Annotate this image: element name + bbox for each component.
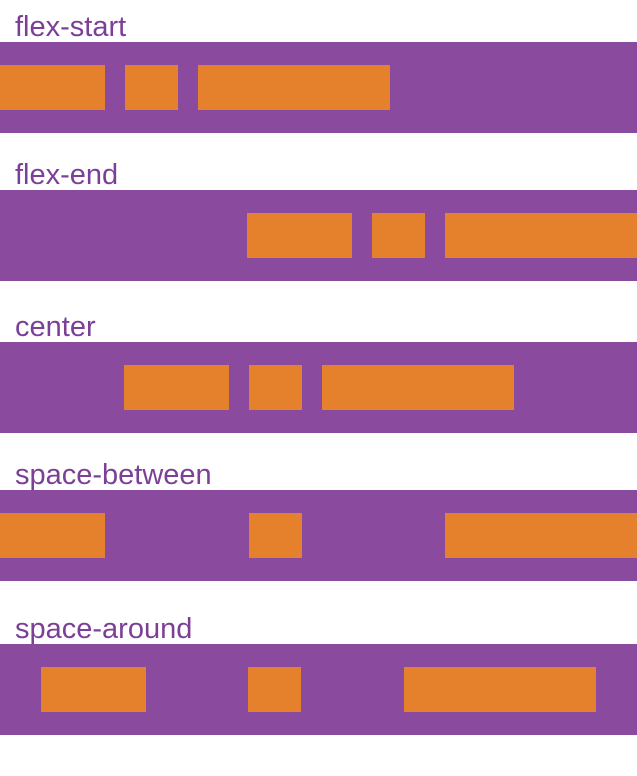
flex-item-2 [372,213,425,258]
flex-item-1 [0,513,105,558]
section-space-around: space-around [0,615,637,735]
flex-item-3 [445,213,637,258]
flex-item-1 [123,365,229,410]
section-label: space-around [15,613,193,645]
section-center: center [0,313,637,433]
flex-item-3 [445,513,637,558]
section-flex-end: flex-end [0,161,637,281]
flex-item-2 [248,667,302,712]
flex-container [0,190,637,281]
flex-container [0,490,637,581]
flex-item-2 [248,513,302,558]
section-space-between: space-between [0,461,637,581]
flex-container [0,42,637,133]
flex-container [0,644,637,735]
flex-item-3 [198,65,390,110]
flex-item-1 [0,65,105,110]
flex-item-3 [403,667,596,712]
flex-item-3 [321,365,514,410]
flex-item-1 [41,667,147,712]
flex-item-1 [247,213,352,258]
flex-item-2 [248,365,302,410]
flex-item-2 [125,65,178,110]
section-label: flex-end [15,159,119,191]
section-label: flex-start [15,11,127,43]
section-label: space-between [15,459,212,491]
section-flex-start: flex-start [0,13,637,133]
flex-container [0,342,637,433]
section-label: center [15,311,96,343]
